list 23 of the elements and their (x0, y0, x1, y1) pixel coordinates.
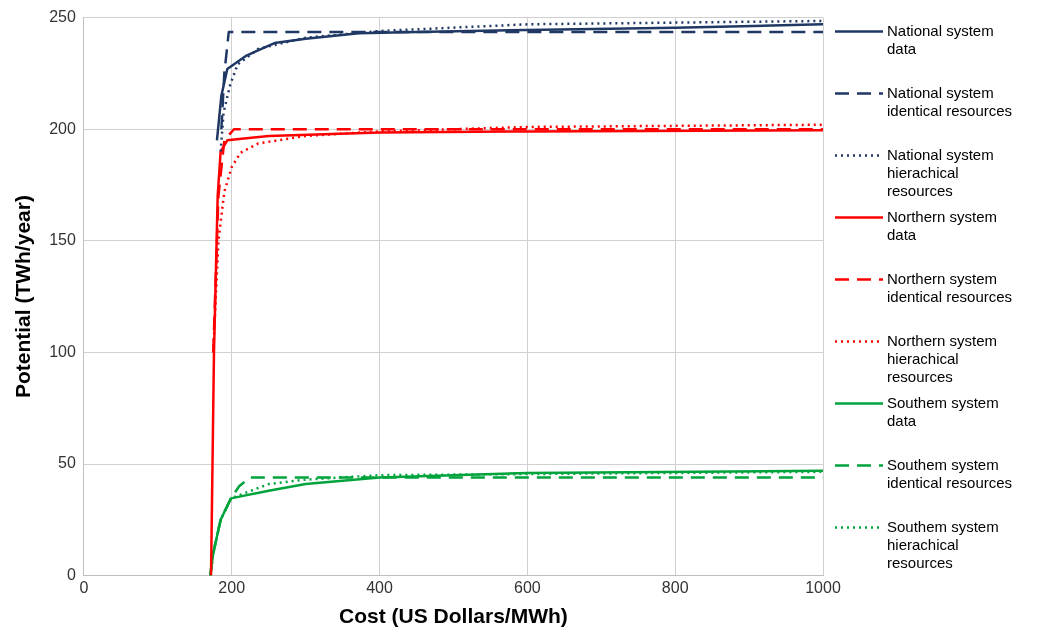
y-tick-label: 150 (49, 231, 76, 249)
y-tick-label: 0 (66, 566, 76, 584)
legend-label: National system hierachical resources (887, 145, 994, 199)
legend-label: Southem system hierachical resources (887, 517, 999, 571)
x-tick-label: 0 (79, 578, 89, 596)
x-tick-label: 600 (514, 578, 541, 596)
y-axis-title: Potential (TWh/year) (11, 195, 35, 399)
y-tick-label: 100 (49, 342, 76, 360)
legend-label: Northern system identical resources (887, 269, 1013, 305)
y-tick-label: 200 (49, 119, 76, 137)
x-axis-title: Cost (US Dollars/MWh) (339, 604, 568, 628)
y-tick-label: 50 (58, 454, 76, 472)
legend-label: Northern system hierachical resources (887, 331, 998, 385)
x-tick-label: 400 (366, 578, 393, 596)
x-tick-label: 800 (661, 578, 689, 596)
legend-label: Northern system data (887, 207, 998, 243)
legend-label: National system data (887, 21, 994, 57)
x-tick-label: 1000 (805, 578, 841, 596)
legend-label: Southem system data (887, 393, 999, 429)
legend-label: Southem system identical resources (887, 455, 1013, 491)
y-tick-label: 250 (49, 8, 76, 26)
legend-label: National system identical resources (887, 83, 1013, 119)
x-tick-label: 200 (218, 578, 246, 596)
